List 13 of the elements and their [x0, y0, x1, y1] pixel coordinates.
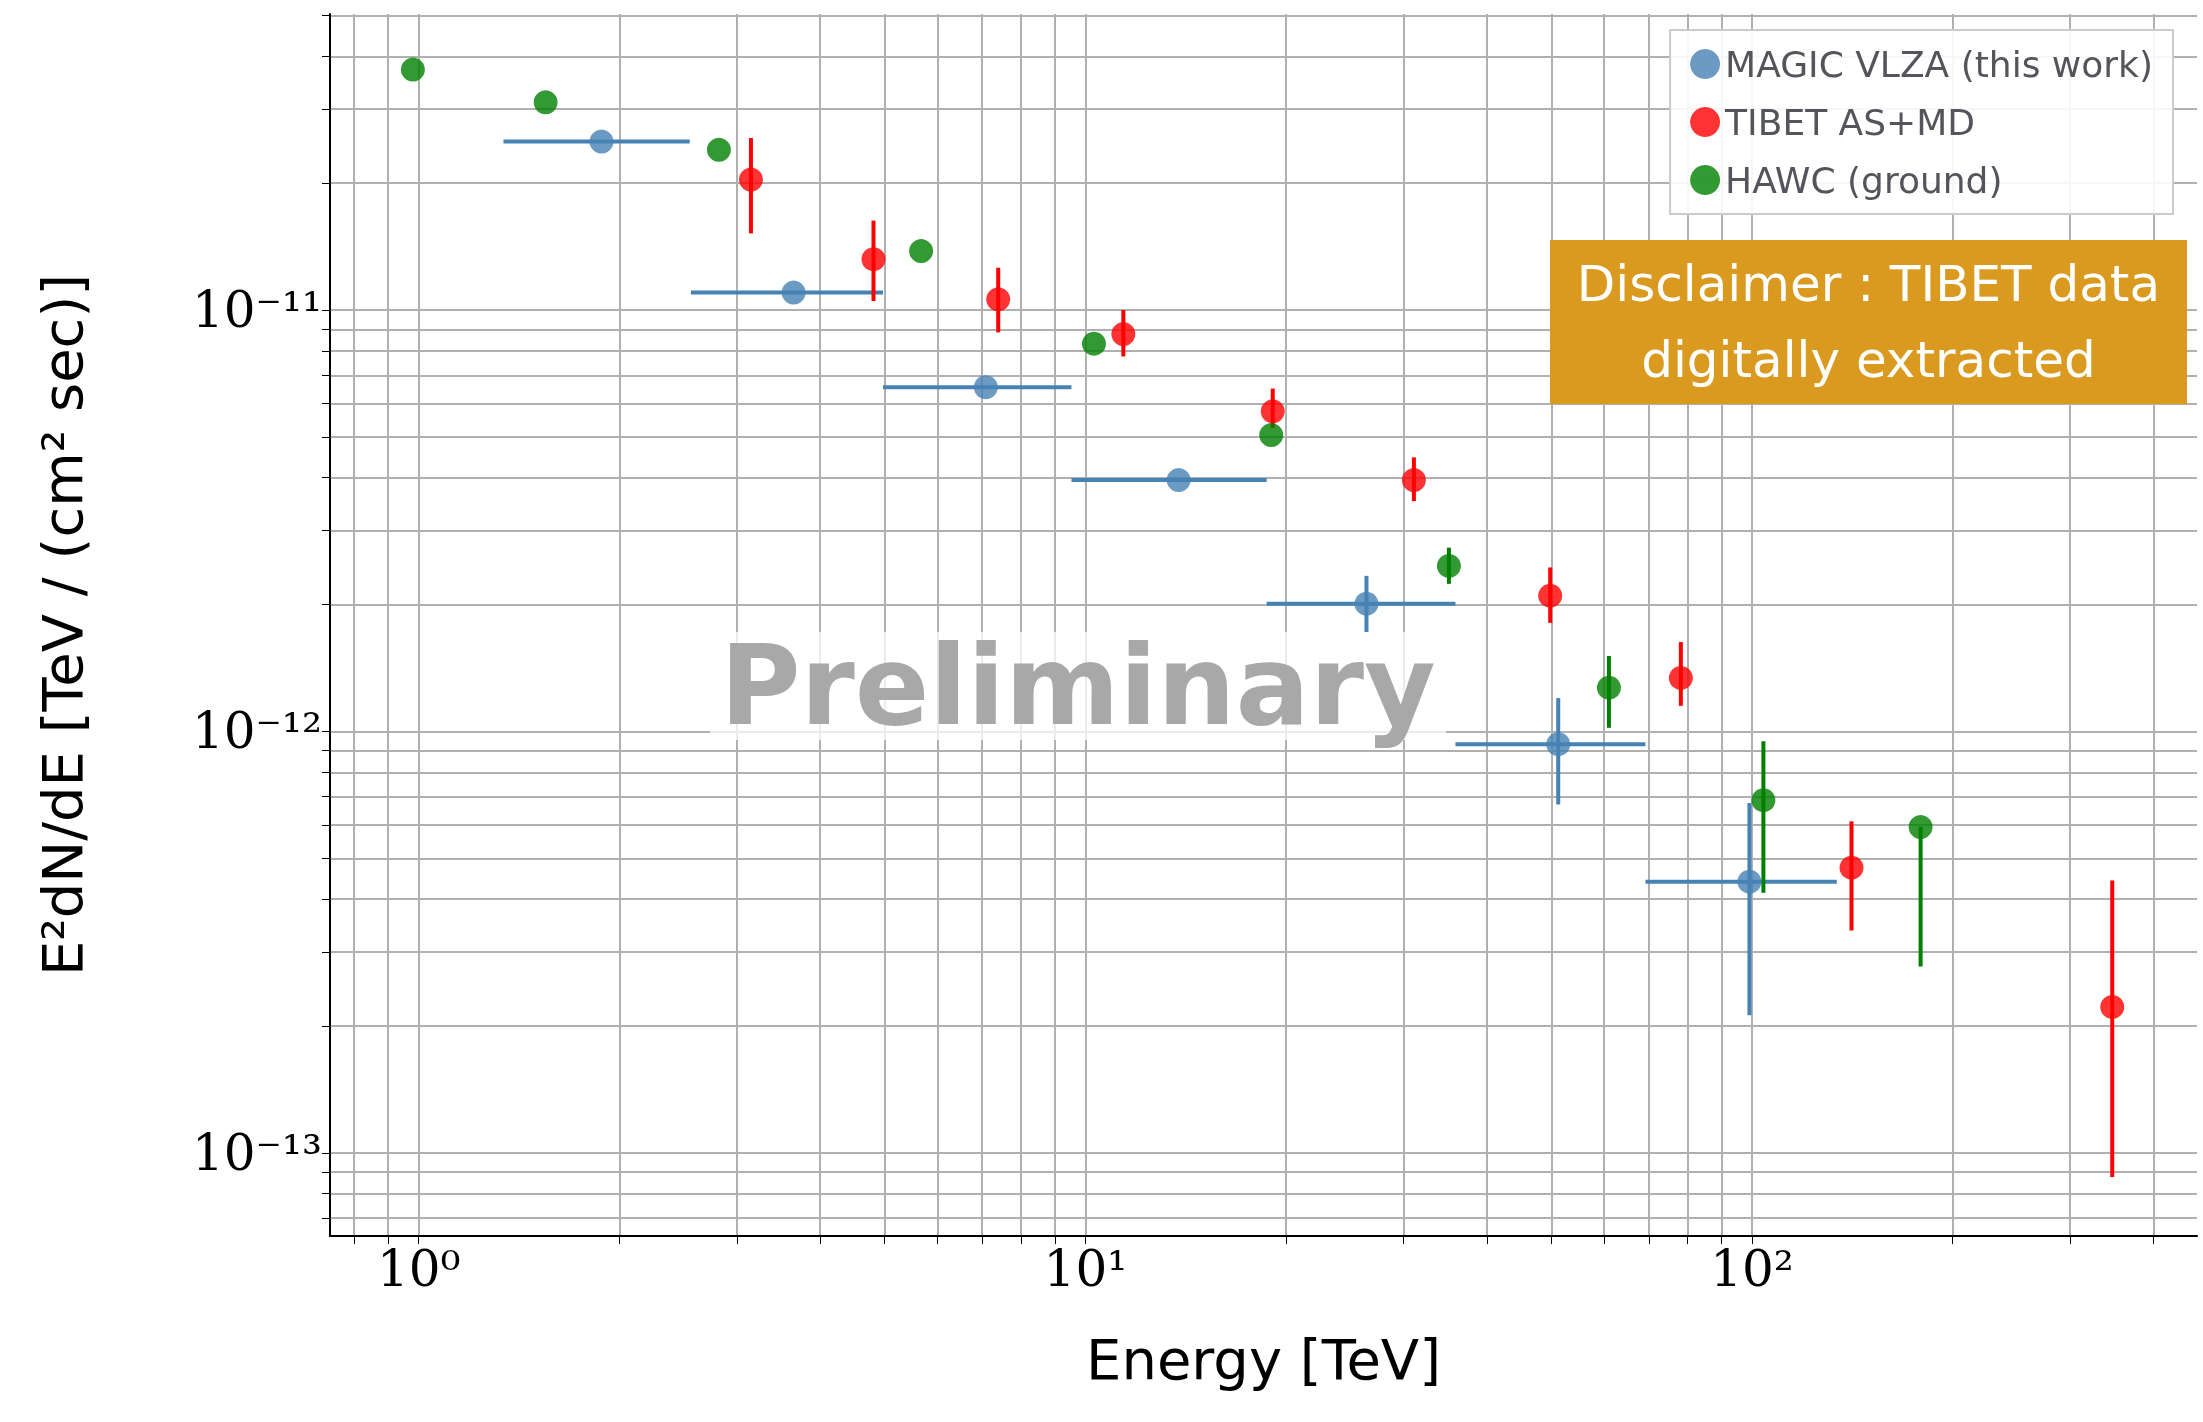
- x-tick-label: 10¹: [1043, 1240, 1128, 1298]
- legend-label: HAWC (ground): [1725, 159, 2003, 201]
- x-tick-label: 10²: [1710, 1240, 1794, 1298]
- x-tick-label: 10⁰: [376, 1240, 461, 1298]
- y-axis-title: E²dN/dE [TeV / (cm² sec)]: [29, 273, 95, 977]
- annotation: Preliminary: [719, 622, 1437, 750]
- y-tick-label: 10⁻¹²: [191, 702, 322, 761]
- x-axis-title: Energy [TeV]: [1085, 1326, 1442, 1392]
- y-tick-label: 10⁻¹³: [191, 1123, 322, 1182]
- y-tick-label: 10⁻¹¹: [191, 281, 322, 340]
- annotation: Disclaimer : TIBET data digitally extracted: [1550, 240, 2187, 404]
- legend-label: TIBET AS+MD: [1724, 101, 1976, 143]
- legend-label: MAGIC VLZA (this work): [1725, 43, 2153, 85]
